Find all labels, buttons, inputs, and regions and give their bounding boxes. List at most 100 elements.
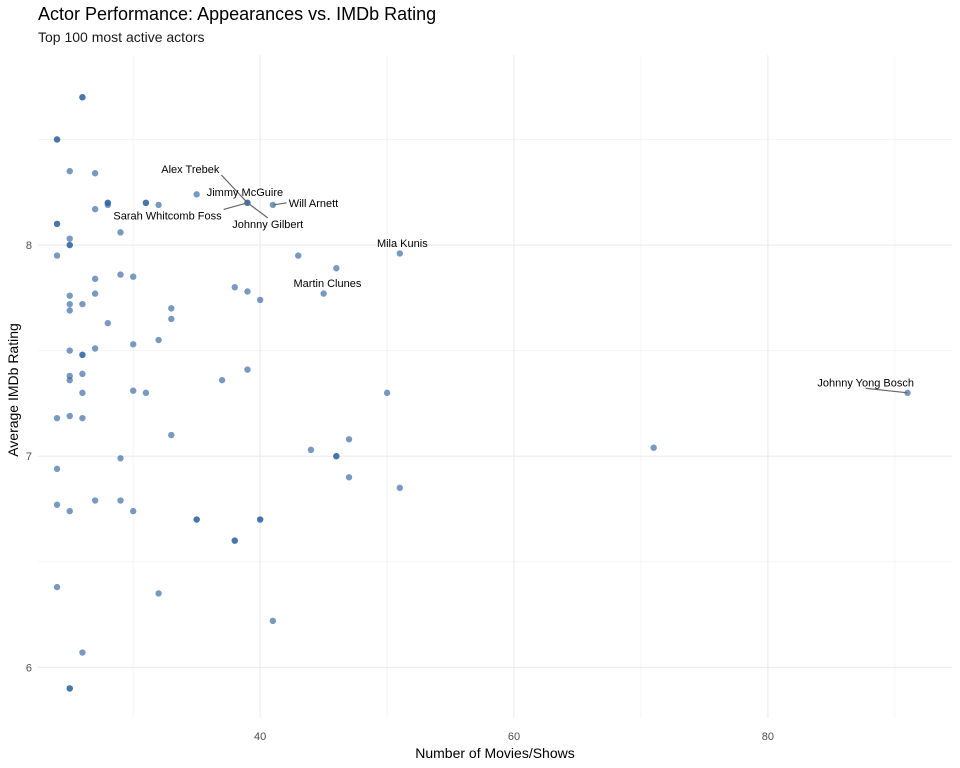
annotation-leaders [220,174,908,394]
data-point [117,497,124,504]
data-point [142,199,150,207]
data-point [79,300,86,308]
data-point [66,235,73,242]
data-point [130,507,137,515]
annotation-leader [220,174,248,204]
annotation-label: Alex Trebek [161,164,220,176]
data-point [66,307,73,314]
data-point [79,649,86,656]
data-point [168,431,175,439]
annotation-leader [247,202,269,219]
data-point [53,252,61,259]
data-point [91,275,99,283]
annotation-leader [223,202,248,211]
data-point [256,516,264,523]
annotation-label: Jimmy McGuire [207,187,283,199]
data-point [345,436,353,443]
y-tick-label: 7 [26,451,32,463]
data-point [155,590,162,597]
x-tick-label: 80 [762,731,774,743]
data-point [91,345,99,352]
minor-gridlines [38,55,952,718]
annotation-leader [272,202,287,206]
data-point [91,170,99,177]
data-point [396,250,403,257]
data-point [218,376,226,384]
data-point [53,414,61,422]
data-point [66,292,73,299]
data-point [231,537,238,544]
data-point [168,305,175,312]
data-point [66,412,73,420]
data-point [104,201,112,209]
data-point [66,347,73,354]
data-point [79,94,86,101]
y-axis-title: Average IMDb Rating [5,323,21,457]
data-point [66,507,73,515]
data-point [396,484,403,492]
x-axis-title: Number of Movies/Shows [415,745,575,761]
data-point [295,252,302,259]
data-point [79,351,86,359]
data-point [53,501,61,508]
data-point [66,241,73,249]
data-point [66,685,73,692]
data-point [130,387,137,394]
data-point [142,389,150,397]
data-point [79,370,86,378]
data-point [155,336,162,344]
tick-labels: 40 60 80 6 7 8 [26,240,774,743]
data-point [117,455,124,462]
data-point [130,273,137,280]
data-point [383,389,391,397]
data-point [91,290,99,297]
data-point [256,296,264,304]
annotation-label: Will Arnett [289,198,339,210]
data-point [117,271,124,278]
data-point [307,446,315,454]
annotation-label: Mila Kunis [377,238,428,250]
annotation-label: Johnny Yong Bosch [817,377,914,389]
annotation-label: Martin Clunes [294,278,362,290]
data-point [244,366,251,373]
data-point [79,389,86,397]
data-point [91,205,99,213]
x-tick-label: 60 [508,731,520,743]
data-point [168,315,175,323]
data-point [650,444,657,451]
annotation-leader [865,387,908,394]
data-point [66,376,73,384]
data-point [53,220,61,228]
chart-title: Actor Performance: Appearances vs. IMDb … [38,4,437,24]
data-point [53,465,61,473]
data-point [333,265,340,272]
data-point [320,290,327,297]
data-point [117,229,124,236]
data-point [130,341,137,348]
data-point [104,319,112,327]
data-point [345,474,353,481]
data-point [244,288,251,295]
annotation-label: Johnny Gilbert [232,219,303,231]
data-point [193,191,200,198]
data-point [66,300,73,308]
data-point [333,452,340,460]
annotation-labels: Alex Trebek Jimmy McGuire Will Arnett Sarah… [113,164,914,389]
data-point [155,201,162,209]
data-point [91,497,99,504]
data-point [193,516,200,523]
data-points [53,94,911,692]
data-point [269,617,277,625]
y-tick-label: 6 [26,662,32,674]
data-point [66,167,73,175]
y-tick-label: 8 [26,240,32,252]
annotation-label: Sarah Whitcomb Foss [113,210,222,222]
data-point [231,284,238,291]
x-tick-label: 40 [254,731,266,743]
data-point [53,583,61,591]
major-gridlines [38,55,952,718]
data-point [53,136,61,143]
data-point [79,414,86,422]
chart-subtitle: Top 100 most active actors [38,29,205,45]
